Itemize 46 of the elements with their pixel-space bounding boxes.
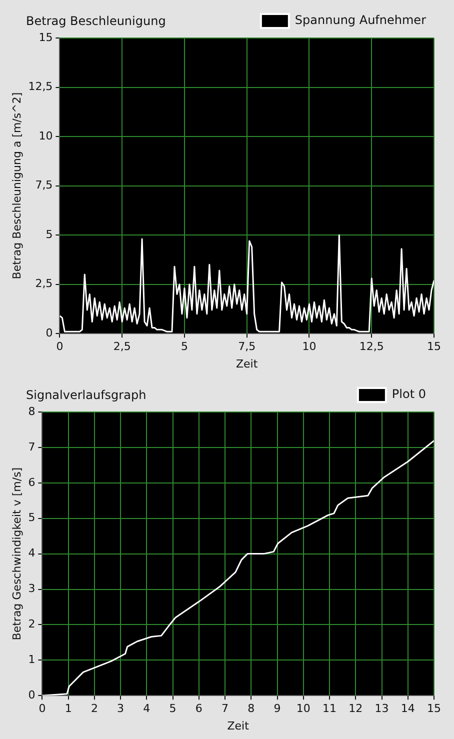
y-axis-title: Betrag Beschleunigung a [m/s^2] <box>10 92 24 280</box>
x-tick-label: 13 <box>374 702 389 716</box>
x-tick-label: 11 <box>322 702 337 716</box>
legend-label: Plot 0 <box>392 387 426 402</box>
x-tick-label: 9 <box>274 702 281 716</box>
y-tick-label: 12,5 <box>28 80 53 94</box>
x-tick-label: 10 <box>302 340 316 354</box>
y-axis-title: Betrag Geschwindigkeit v [m/s] <box>10 467 24 640</box>
x-tick-label: 4 <box>143 702 150 716</box>
x-tick-label: 15 <box>427 702 441 716</box>
x-axis-title: Zeit <box>227 719 250 732</box>
y-tick-label: 7,5 <box>35 178 53 192</box>
x-tick-label: 12 <box>348 702 363 716</box>
x-tick-label: 3 <box>117 702 124 716</box>
y-tick-label: 10 <box>38 129 53 142</box>
x-tick-label: 10 <box>296 702 310 716</box>
x-tick-label: 2 <box>90 702 98 716</box>
y-tick-label: 5 <box>46 228 53 241</box>
chart-title: Betrag Beschleunigung <box>26 14 166 28</box>
y-tick-label: 8 <box>28 404 36 418</box>
y-tick-label: 15 <box>38 30 53 44</box>
y-tick-label: 5 <box>28 511 36 524</box>
chart-title: Signalverlaufsgraph <box>26 388 146 402</box>
y-tick-label: 4 <box>28 546 36 560</box>
y-tick-label: 1 <box>28 653 36 666</box>
y-tick-label: 7 <box>28 440 36 454</box>
x-tick-label: 2,5 <box>113 340 131 354</box>
x-axis-title: Zeit <box>236 357 258 370</box>
x-tick-label: 15 <box>427 340 441 354</box>
y-tick-label: 0 <box>46 326 53 340</box>
x-tick-label: 7,5 <box>238 340 256 354</box>
x-tick-label: 7 <box>222 702 229 716</box>
x-tick-label: 0 <box>56 340 64 354</box>
y-tick-label: 0 <box>28 688 36 702</box>
x-tick-label: 8 <box>248 702 255 716</box>
x-tick-label: 6 <box>195 702 202 716</box>
x-tick-label: 5 <box>169 702 176 716</box>
y-tick-label: 2,5 <box>35 277 53 290</box>
legend-label: Spannung Aufnehmer <box>294 13 426 28</box>
y-tick-label: 6 <box>28 476 36 489</box>
x-tick-label: 12,5 <box>359 340 384 354</box>
x-tick-label: 5 <box>180 340 188 354</box>
x-tick-label: 14 <box>400 702 415 716</box>
y-tick-label: 3 <box>28 582 36 596</box>
y-tick-label: 2 <box>28 618 36 631</box>
x-tick-label: 1 <box>64 702 72 716</box>
